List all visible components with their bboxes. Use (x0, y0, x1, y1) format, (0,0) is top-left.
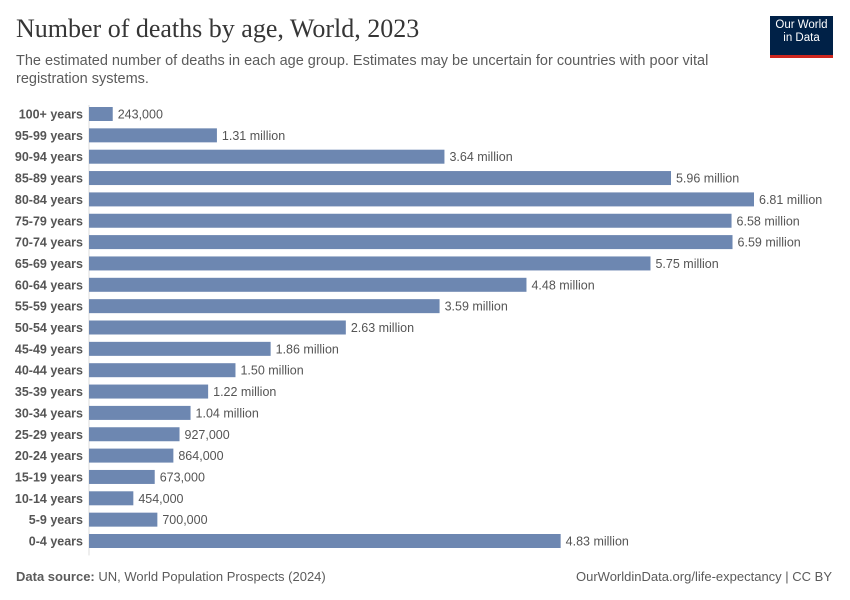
data-source: Data source: UN, World Population Prospe… (16, 569, 326, 584)
value-label: 1.04 million (196, 406, 259, 420)
chart-subtitle: The estimated number of deaths in each a… (16, 53, 709, 87)
source-label: Data source: (16, 569, 95, 584)
category-label: 15-19 years (15, 470, 83, 484)
value-label: 3.59 million (445, 300, 508, 314)
category-label: 25-29 years (15, 428, 83, 442)
value-label: 6.58 million (737, 214, 800, 228)
source-text[interactable]: UN, World Population Prospects (2024) (98, 569, 326, 584)
category-label: 0-4 years (29, 535, 83, 549)
value-label: 673,000 (160, 470, 205, 484)
bar[interactable] (89, 405, 191, 420)
value-label: 454,000 (138, 492, 183, 506)
value-label: 1.31 million (222, 129, 285, 143)
value-label: 3.64 million (449, 150, 512, 164)
category-label: 50-54 years (15, 321, 83, 335)
value-label: 1.86 million (276, 342, 339, 356)
value-label: 243,000 (118, 108, 163, 122)
bar[interactable] (89, 192, 754, 207)
value-label: 5.96 million (676, 172, 739, 186)
bar[interactable] (89, 512, 158, 527)
value-label: 927,000 (185, 428, 230, 442)
category-label: 55-59 years (15, 300, 83, 314)
value-label: 864,000 (178, 449, 223, 463)
bar[interactable] (89, 277, 527, 292)
bar[interactable] (89, 256, 651, 271)
value-label: 4.83 million (566, 535, 629, 549)
category-label: 100+ years (19, 108, 83, 122)
category-label: 65-69 years (15, 257, 83, 271)
category-label: 60-64 years (15, 278, 83, 292)
value-label: 6.59 million (738, 236, 801, 250)
category-label: 30-34 years (15, 406, 83, 420)
value-label: 4.48 million (531, 278, 594, 292)
category-label: 40-44 years (15, 364, 83, 378)
category-label: 85-89 years (15, 172, 83, 186)
bar[interactable] (89, 534, 561, 548)
bar[interactable] (89, 384, 209, 399)
bar[interactable] (89, 149, 445, 164)
source-url[interactable]: OurWorldinData.org/life-expectancy | CC … (575, 569, 832, 584)
category-label: 70-74 years (15, 236, 83, 250)
logo-line2: in Data (783, 32, 820, 44)
owid-logo[interactable]: Our World in Data (770, 16, 833, 58)
value-label: 1.50 million (240, 364, 303, 378)
category-label: 80-84 years (15, 193, 83, 207)
bar[interactable] (89, 427, 180, 442)
chart-title: Number of deaths by age, World, 2023 (16, 14, 420, 43)
logo-line1: Our World (775, 19, 828, 31)
bar[interactable] (89, 299, 440, 314)
bar[interactable] (89, 320, 346, 335)
bar[interactable] (89, 448, 174, 463)
value-label: 2.63 million (351, 321, 414, 335)
value-label: 5.75 million (655, 257, 718, 271)
bar[interactable] (89, 491, 134, 506)
bar[interactable] (89, 235, 733, 250)
category-label: 10-14 years (15, 492, 83, 506)
bar[interactable] (89, 128, 217, 143)
value-label: 700,000 (162, 513, 207, 527)
category-label: 45-49 years (15, 342, 83, 356)
category-label: 20-24 years (15, 449, 83, 463)
bar[interactable] (89, 107, 113, 121)
category-label: 75-79 years (15, 214, 83, 228)
category-label: 5-9 years (29, 513, 83, 527)
value-label: 1.22 million (213, 385, 276, 399)
category-label: 35-39 years (15, 385, 83, 399)
bar[interactable] (89, 363, 236, 378)
category-label: 90-94 years (15, 150, 83, 164)
category-label: 95-99 years (15, 129, 83, 143)
bar[interactable] (89, 213, 732, 228)
bar[interactable] (89, 171, 671, 186)
value-label: 6.81 million (759, 193, 822, 207)
bar[interactable] (89, 341, 271, 356)
bar[interactable] (89, 469, 155, 484)
